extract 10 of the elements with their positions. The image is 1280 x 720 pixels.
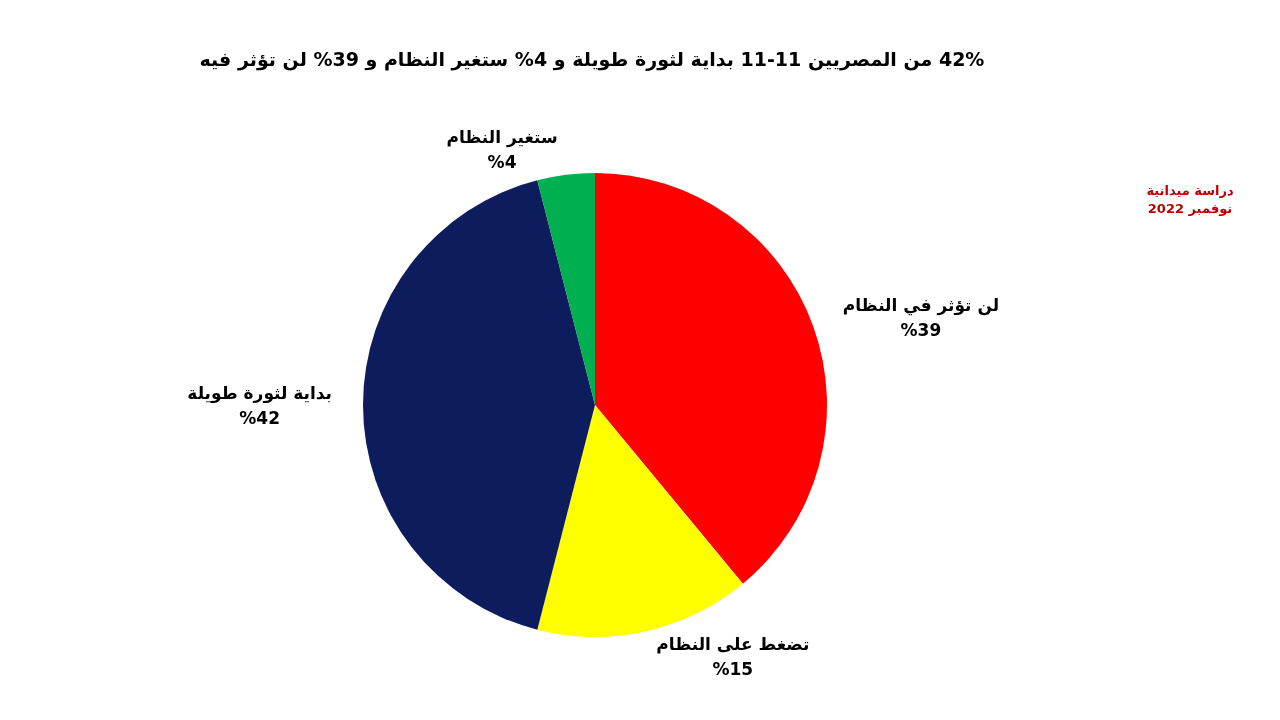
- data-label: %42: [239, 407, 281, 428]
- chart-title: 42% من المصريين 11-11 بداية لثورة طويلة و 4% ستغير النظام و 39% لن تؤثر فيه: [199, 48, 985, 70]
- data-label: %39: [900, 320, 942, 341]
- text: دراسة ميدانية نوفمبر 2022: [1145, 182, 1235, 218]
- data-label: %15: [712, 659, 754, 680]
- slice-label: بداية لثورة طويلة: [187, 382, 332, 404]
- slice-label: تضغط على النظام: [656, 634, 810, 655]
- data-label: %4: [487, 151, 517, 172]
- slice-label: ستغير النظام: [446, 126, 558, 148]
- slice-label: لن تؤثر في النظام: [842, 295, 1000, 317]
